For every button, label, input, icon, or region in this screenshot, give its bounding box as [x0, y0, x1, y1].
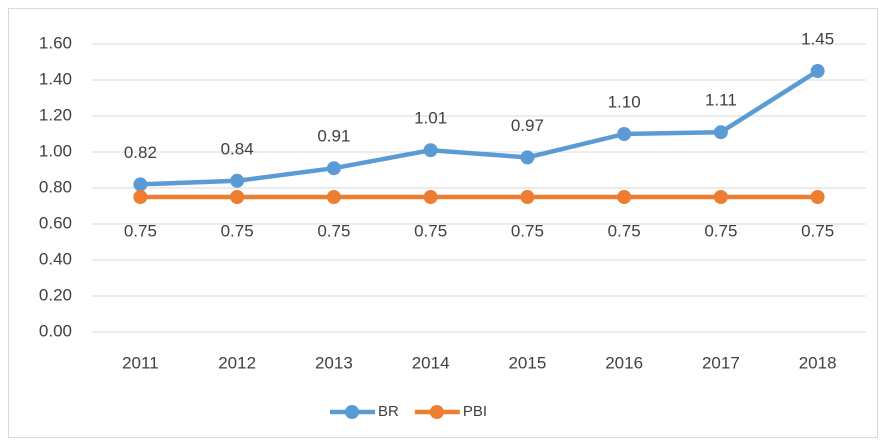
series-marker — [423, 190, 438, 204]
series-marker — [326, 161, 341, 176]
data-label: 0.75 — [801, 221, 834, 240]
legend-marker — [345, 405, 359, 419]
data-label: 0.75 — [221, 221, 254, 240]
series-marker — [617, 190, 632, 204]
data-label: 0.84 — [221, 139, 254, 158]
x-tick-label: 2017 — [702, 353, 740, 372]
series-marker — [230, 190, 245, 204]
series-marker — [520, 150, 535, 165]
y-tick-label: 0.40 — [39, 249, 72, 268]
data-label: 0.97 — [511, 116, 544, 135]
x-tick-label: 2012 — [218, 353, 256, 372]
series-line — [140, 69, 819, 187]
series-marker — [326, 190, 341, 204]
y-tick-label: 0.20 — [39, 285, 72, 304]
data-label: 1.11 — [705, 91, 737, 110]
series-marker — [810, 190, 825, 204]
x-tick-label: 2014 — [412, 353, 450, 372]
y-tick-label: 1.00 — [39, 141, 72, 160]
series-marker — [230, 173, 245, 188]
y-tick-label: 1.60 — [39, 33, 72, 52]
data-label: 0.75 — [608, 221, 641, 240]
x-tick-label: 2018 — [799, 353, 837, 372]
series-marker — [133, 190, 148, 204]
y-tick-label: 0.00 — [39, 321, 72, 340]
series-marker — [810, 64, 825, 78]
data-label: 0.91 — [317, 127, 350, 146]
data-label: 1.01 — [414, 109, 447, 128]
x-tick-label: 2013 — [315, 353, 353, 372]
data-label: 0.75 — [317, 221, 350, 240]
y-tick-label: 1.20 — [39, 105, 72, 124]
y-tick-label: 1.40 — [39, 69, 72, 88]
series-marker — [520, 190, 535, 204]
data-label: 0.75 — [414, 221, 447, 240]
data-label: 1.45 — [801, 29, 834, 48]
x-tick-label: 2016 — [605, 353, 643, 372]
data-label: 0.75 — [704, 221, 737, 240]
series-marker — [713, 190, 728, 204]
series-marker — [617, 127, 632, 141]
series-marker — [423, 143, 438, 158]
series-marker — [713, 125, 728, 140]
data-label: 0.82 — [124, 143, 157, 162]
y-tick-label: 0.80 — [39, 177, 72, 196]
data-label: 1.10 — [608, 92, 641, 111]
series-marker — [133, 177, 148, 192]
x-tick-label: 2015 — [508, 353, 546, 372]
x-tick-label: 2011 — [122, 353, 159, 372]
y-tick-label: 0.60 — [39, 213, 72, 232]
data-label: 0.75 — [511, 221, 544, 240]
legend-label: PBI — [463, 403, 487, 420]
legend-label: BR — [378, 403, 399, 420]
data-label: 0.75 — [124, 221, 157, 240]
legend-marker — [429, 405, 444, 419]
